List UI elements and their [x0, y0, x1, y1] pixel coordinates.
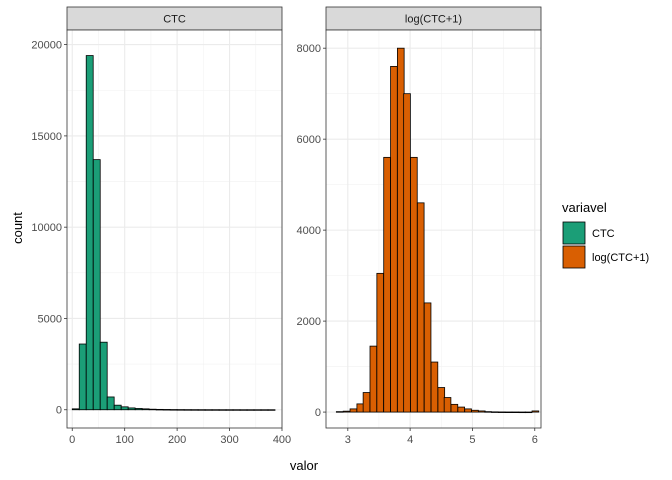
histogram-bar: [531, 410, 540, 413]
x-tick-label: 300: [220, 434, 238, 446]
x-tick-label: 4: [407, 434, 413, 446]
histogram-bar: [518, 411, 527, 414]
histogram-bar: [524, 411, 533, 414]
y-tick-label: 0: [315, 407, 321, 419]
histogram-bar: [464, 408, 472, 413]
y-tick-label: 10000: [31, 222, 62, 234]
histogram-bar: [127, 407, 136, 411]
histogram-bar: [342, 410, 351, 413]
legend: variavel CTC log(CTC+1): [562, 200, 649, 269]
histogram-bar: [169, 409, 178, 411]
y-axis-title: count: [10, 212, 25, 244]
histogram-bar: [218, 409, 227, 411]
panel-ctc: CTC 0 100 200 300 400 0 5000 10000 15000 20000: [31, 6, 291, 446]
panel-ctc-border: [66, 29, 283, 429]
panel-log-ctc-plot-area: 3 4 5 6 0 2000 4000 6000 8000: [297, 29, 542, 446]
legend-label-log-ctc: log(CTC+1): [592, 252, 649, 264]
histogram-bar: [369, 345, 378, 413]
histogram-bar: [225, 409, 234, 411]
panel-log-ctc: log(CTC+1) 3 4 5 6 0 2000 4000 6000 8000: [297, 6, 542, 446]
histogram-bar: [106, 396, 115, 411]
y-tick-label: 8000: [297, 43, 321, 55]
histogram-bar: [92, 159, 101, 411]
panel-ctc-plot-area: 0 100 200 300 400 0 5000 10000 15000 20000: [31, 29, 291, 446]
x-axis-title: valor: [290, 458, 319, 473]
histogram-bar: [120, 406, 129, 411]
y-tick-label: 0: [56, 405, 62, 417]
panel-log-ctc-border: [325, 29, 542, 429]
histogram-bar: [356, 403, 365, 413]
histogram-bar: [99, 341, 108, 411]
histogram-bar: [162, 409, 171, 411]
histogram-bar: [423, 302, 432, 413]
legend-key-log-ctc: [562, 245, 586, 269]
histogram-bar: [71, 408, 80, 411]
histogram-bar: [511, 411, 520, 413]
histogram-bar: [260, 409, 269, 411]
histogram-bar: [450, 403, 459, 413]
y-tick-label: 6000: [297, 134, 321, 146]
histogram-bar: [443, 397, 452, 413]
legend-label-ctc: CTC: [592, 228, 615, 240]
histogram-bar: [85, 55, 94, 411]
histogram-bar: [437, 387, 446, 413]
x-tick-label: 100: [116, 434, 134, 446]
histogram-bar: [410, 156, 418, 413]
histogram-bar: [183, 409, 192, 411]
histogram-bar: [397, 47, 405, 413]
histogram-bar: [471, 409, 479, 413]
histogram-bar: [134, 408, 143, 411]
histogram-bar: [197, 409, 206, 411]
histogram-bar: [491, 411, 499, 413]
histogram-bar: [113, 404, 122, 411]
histogram-bar: [403, 93, 411, 413]
histogram-bar: [211, 409, 220, 411]
x-tick-label: 200: [168, 434, 186, 446]
histogram-bar: [239, 409, 248, 411]
histogram-bar: [497, 411, 506, 413]
histogram-bar: [155, 408, 164, 411]
y-tick-label: 2000: [297, 316, 321, 328]
histogram-bar: [383, 156, 391, 413]
x-tick-label: 6: [532, 434, 538, 446]
panel-log-ctc-strip-label: log(CTC+1): [405, 14, 462, 26]
histogram-bar: [362, 392, 371, 413]
histogram-bar: [390, 65, 398, 413]
y-tick-label: 5000: [38, 313, 62, 325]
histogram-bar: [349, 408, 358, 413]
y-tick-label: 20000: [31, 40, 62, 52]
histogram-bar: [204, 409, 213, 411]
histogram-bar: [430, 361, 439, 413]
x-tick-label: 400: [273, 434, 291, 446]
x-tick-label: 0: [69, 434, 75, 446]
histogram-bar: [335, 411, 344, 413]
histogram-bar: [148, 408, 157, 411]
x-tick-label: 3: [345, 434, 351, 446]
histogram-bar: [416, 202, 425, 413]
histogram-bar: [504, 411, 513, 413]
histogram-bar: [190, 409, 199, 411]
y-tick-label: 4000: [297, 225, 321, 237]
histogram-bar: [478, 410, 486, 413]
legend-title: variavel: [562, 200, 607, 215]
histogram-bar: [267, 409, 276, 411]
y-tick-label: 15000: [31, 131, 62, 143]
histogram-bar: [232, 409, 241, 411]
histogram-bar: [246, 409, 255, 411]
histogram-bar: [141, 408, 150, 411]
histogram-bar: [376, 272, 384, 413]
histogram-bar: [457, 406, 465, 413]
histogram-bar: [78, 343, 87, 411]
histogram-bar: [253, 409, 262, 411]
panel-ctc-strip-label: CTC: [163, 14, 186, 26]
legend-key-ctc: [562, 221, 586, 245]
histogram-bar: [484, 411, 492, 413]
histogram-bar: [176, 409, 185, 411]
x-tick-label: 5: [469, 434, 475, 446]
